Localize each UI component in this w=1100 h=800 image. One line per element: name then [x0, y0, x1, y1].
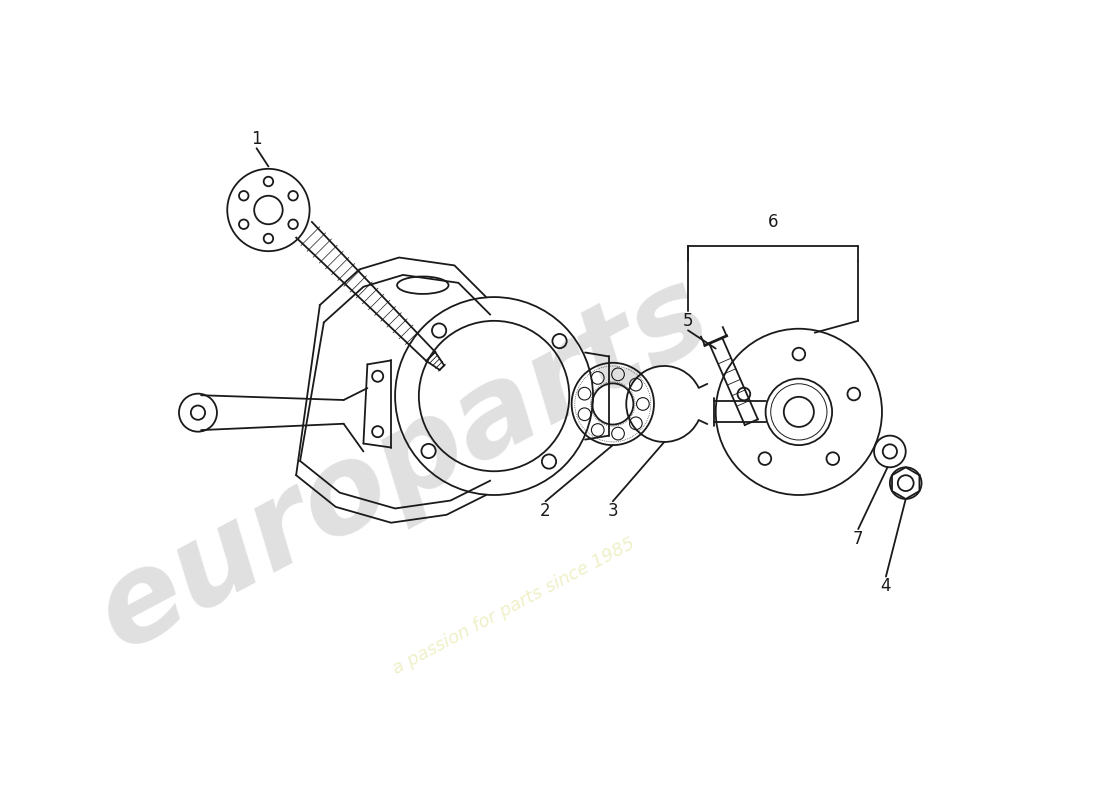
Text: 6: 6 — [768, 214, 779, 231]
Text: 5: 5 — [683, 312, 693, 330]
Text: 1: 1 — [251, 130, 262, 148]
Text: 2: 2 — [540, 502, 551, 520]
Text: a passion for parts since 1985: a passion for parts since 1985 — [389, 534, 638, 678]
Text: 4: 4 — [881, 577, 891, 595]
Text: europarts: europarts — [77, 253, 728, 674]
Text: 7: 7 — [852, 530, 864, 547]
Text: 3: 3 — [607, 502, 618, 520]
